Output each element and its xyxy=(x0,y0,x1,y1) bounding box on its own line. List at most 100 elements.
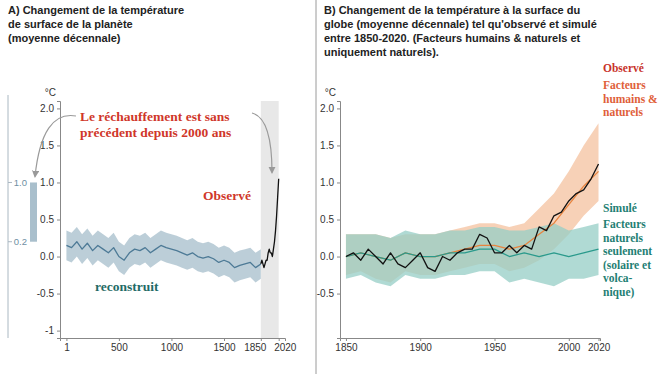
x-tick: 2000 xyxy=(558,338,581,353)
text-line: Facteurs xyxy=(603,79,646,91)
y-tick-mark xyxy=(57,331,60,332)
y-tick-mark xyxy=(57,108,60,109)
y-tick-mark xyxy=(337,257,340,258)
y-axis-line xyxy=(337,102,341,339)
y-tick: 1.5 xyxy=(320,140,340,151)
series-line xyxy=(261,179,279,268)
annotation: Facteurshumains &naturels xyxy=(603,79,658,118)
y-axis: 2.01.51.00.50.0-0.5-1 xyxy=(37,102,61,339)
x-tick: 1850 xyxy=(335,338,358,353)
text-line: naturels xyxy=(603,232,644,244)
y-tick-label: -0.5 xyxy=(37,288,55,299)
x-tick-label: 500 xyxy=(111,342,128,353)
y-tick-mark xyxy=(57,294,60,295)
text-line: reconstruit xyxy=(95,279,159,294)
x-tick-mark xyxy=(171,338,172,341)
y-axis: 2.0 1.5 1.0 0.5 0.0 -0.5 xyxy=(317,102,341,339)
x-tick: 1500 xyxy=(213,338,236,353)
text-line: uniquement naturels). xyxy=(324,46,439,58)
x-tick: 1000 xyxy=(161,338,184,353)
x-tick-label: 1900 xyxy=(410,342,433,353)
y-tick: -0.5 xyxy=(37,288,60,299)
y-tick-label: 0.5 xyxy=(320,214,334,225)
y-tick-mark xyxy=(337,220,340,221)
x-tick-mark xyxy=(119,338,120,341)
x-axis: 15001000150018502020 xyxy=(61,338,297,353)
x-tick: 1 xyxy=(64,338,70,353)
series-line xyxy=(346,164,599,271)
plot-area xyxy=(346,123,599,286)
annotation: reconstruit xyxy=(95,279,159,294)
chart-title: B) Changement de la température à la sur… xyxy=(324,4,597,58)
y-tick-label: 1.5 xyxy=(320,140,334,151)
text-line: globe (moyenne décennale) tel qu'observé… xyxy=(324,18,597,30)
text-line: naturels xyxy=(603,106,644,118)
series-line xyxy=(346,249,599,260)
range-band xyxy=(346,223,599,286)
y-tick: -0.5 xyxy=(317,288,340,299)
chart-title: A) Changement de la températurede surfac… xyxy=(8,4,184,44)
x-axis-line xyxy=(341,339,601,342)
inset-tick-label: 0.2 xyxy=(14,236,27,247)
text-line: précédent depuis 2000 ans xyxy=(80,125,231,140)
y-tick: 1.0 xyxy=(320,177,340,188)
y-tick-label: 0.5 xyxy=(40,214,54,225)
x-tick-label: 1950 xyxy=(484,342,507,353)
inset: 1.0 0.2 xyxy=(8,95,37,338)
x-tick: 1900 xyxy=(410,338,433,353)
plot-area xyxy=(66,101,278,338)
x-axis-line xyxy=(61,339,286,342)
y-axis-line xyxy=(57,102,61,339)
x-tick: 500 xyxy=(111,338,128,353)
text-line: B) Changement de la température à la sur… xyxy=(324,4,580,16)
y-tick-label: 1.0 xyxy=(40,177,54,188)
y-tick-mark xyxy=(57,182,60,183)
text-line: volca- xyxy=(603,272,633,284)
text-line: seulement xyxy=(603,245,652,257)
y-tick: 1.5 xyxy=(40,140,60,151)
annotation: Le réchauffement est sansprécédent depui… xyxy=(80,109,231,140)
text-line: (moyenne décennale) xyxy=(8,32,121,44)
x-tick-mark xyxy=(346,338,347,341)
inset-tick-mark xyxy=(8,241,12,242)
text-line: Observé xyxy=(203,188,251,203)
x-tick-mark xyxy=(261,338,262,341)
annotation: Facteursnaturelsseulement(solaire etvolc… xyxy=(603,218,652,299)
x-tick-mark xyxy=(569,338,570,341)
y-tick-label: 0.0 xyxy=(40,251,54,262)
annotation: Observé xyxy=(603,62,644,74)
y-tick-mark xyxy=(337,108,340,109)
text-line: Simulé xyxy=(603,202,637,214)
y-tick: 2.0 xyxy=(320,103,340,114)
inset-tick-label: 1.0 xyxy=(14,177,27,188)
y-tick-mark xyxy=(337,182,340,183)
figure: A) Changement de la températurede surfac… xyxy=(0,0,666,374)
inset-tick-mark xyxy=(8,182,12,183)
series-line xyxy=(66,242,260,268)
y-tick: 0.0 xyxy=(40,251,60,262)
x-tick-mark xyxy=(420,338,421,341)
series-line xyxy=(346,171,599,260)
x-tick: 2020 xyxy=(588,338,611,353)
y-tick-label: 2.0 xyxy=(40,103,54,114)
x-tick-label: 1850 xyxy=(244,342,267,353)
text-line: entre 1850-2020. (Facteurs humains & nat… xyxy=(324,32,580,44)
y-tick-mark xyxy=(57,257,60,258)
y-tick: 0.0 xyxy=(320,251,340,262)
x-tick-label: 2020 xyxy=(274,342,297,353)
y-tick-mark xyxy=(337,145,340,146)
text-line: nique) xyxy=(603,286,634,299)
y-tick-mark xyxy=(57,145,60,146)
y-tick: 0.5 xyxy=(320,214,340,225)
arrow xyxy=(252,113,272,172)
x-tick-label: 1000 xyxy=(161,342,184,353)
text-line: Observé xyxy=(603,62,644,74)
inset-bar xyxy=(30,182,37,241)
x-tick: 1850 xyxy=(244,338,267,353)
text-line: de surface de la planète xyxy=(8,18,133,30)
arrow xyxy=(35,116,76,177)
y-tick-label: -0.5 xyxy=(317,288,335,299)
text-line: Facteurs xyxy=(603,218,646,230)
shaded-period xyxy=(261,101,279,338)
y-tick-label: 1.0 xyxy=(320,177,334,188)
